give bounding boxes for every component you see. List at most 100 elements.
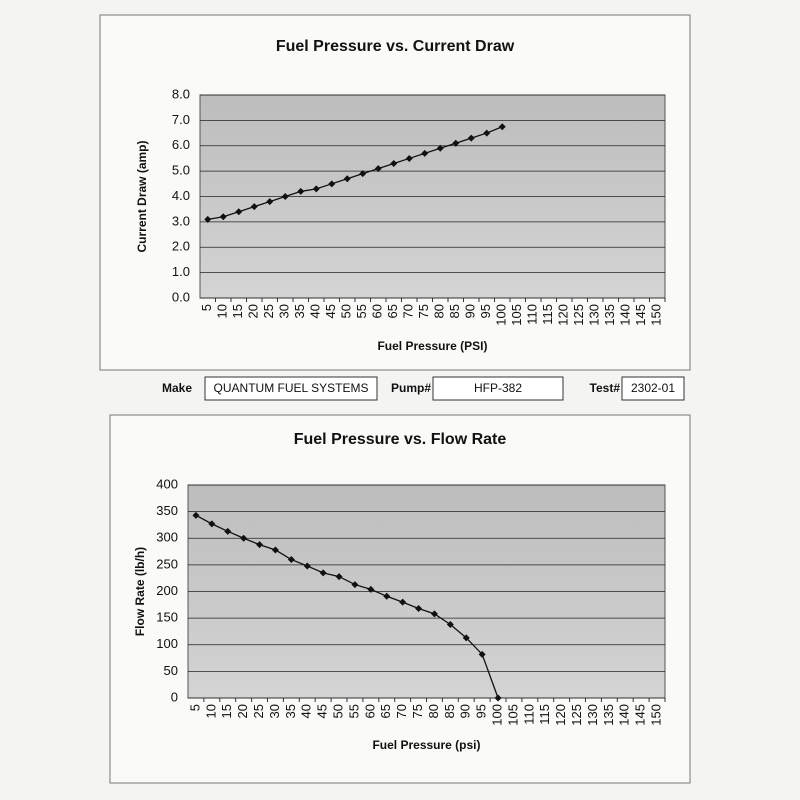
y-tick-label: 150 [156, 610, 178, 625]
y-axis-title: Flow Rate (lb/h) [133, 547, 147, 636]
data-point [430, 610, 438, 618]
data-point [374, 165, 382, 173]
x-tick-label: 75 [410, 704, 425, 718]
x-tick-label: 140 [617, 704, 632, 726]
x-tick-label: 65 [378, 704, 393, 718]
pump-value: HFP-382 [474, 381, 522, 395]
x-axis-title: Fuel Pressure (PSI) [377, 339, 487, 353]
data-point [343, 175, 351, 183]
x-tick-label: 60 [362, 704, 377, 718]
data-point [436, 144, 444, 152]
make-label: Make [162, 381, 192, 395]
x-tick-label: 145 [633, 704, 648, 726]
x-tick-label: 70 [401, 304, 416, 318]
x-tick-label: 95 [474, 704, 489, 718]
y-tick-label: 250 [156, 556, 178, 571]
x-tick-label: 30 [267, 704, 282, 718]
x-tick-label: 25 [261, 304, 276, 318]
data-point [250, 203, 258, 211]
x-tick-label: 140 [618, 304, 633, 326]
y-tick-label: 50 [164, 663, 178, 678]
x-tick-label: 125 [571, 304, 586, 326]
data-point [219, 213, 227, 221]
x-tick-label: 110 [521, 704, 536, 725]
y-tick-label: 5.0 [172, 163, 190, 178]
y-tick-label: 300 [156, 530, 178, 545]
data-point [351, 581, 359, 589]
x-tick-label: 20 [235, 704, 250, 718]
y-tick-label: 8.0 [172, 86, 190, 101]
data-point [421, 149, 429, 157]
x-tick-label: 45 [315, 704, 330, 718]
data-point [287, 556, 295, 564]
x-tick-label: 80 [432, 304, 447, 318]
y-tick-label: 7.0 [172, 112, 190, 127]
chart-title: Fuel Pressure vs. Flow Rate [294, 431, 507, 448]
y-axis-title: Current Draw (amp) [135, 140, 149, 252]
data-point [498, 123, 506, 131]
x-tick-label: 90 [463, 304, 478, 318]
data-point [240, 534, 248, 542]
x-tick-label: 150 [649, 304, 664, 326]
x-tick-label: 115 [540, 304, 555, 325]
data-point [266, 198, 274, 206]
x-axis-title: Fuel Pressure (psi) [372, 738, 480, 752]
x-tick-label: 145 [633, 304, 648, 326]
data-point [235, 208, 243, 216]
data-point [494, 694, 502, 702]
x-tick-label: 120 [556, 304, 571, 326]
x-tick-label: 90 [458, 704, 473, 718]
x-tick-label: 35 [292, 304, 307, 318]
data-point [328, 180, 336, 188]
data-line [195, 514, 499, 699]
x-tick-label: 50 [330, 704, 345, 718]
data-point [452, 139, 460, 147]
y-tick-label: 3.0 [172, 213, 190, 228]
x-tick-label: 100 [489, 704, 504, 726]
data-point [224, 527, 232, 535]
x-tick-label: 130 [587, 304, 602, 326]
x-tick-label: 95 [478, 304, 493, 318]
x-tick-label: 105 [509, 304, 524, 326]
chart-title: Fuel Pressure vs. Current Draw [276, 38, 515, 55]
make-box [204, 376, 378, 401]
data-point [446, 621, 454, 629]
x-tick-label: 55 [346, 704, 361, 718]
x-tick-label: 30 [277, 304, 292, 318]
x-tick-label: 5 [199, 304, 214, 311]
x-tick-label: 10 [203, 704, 218, 718]
y-tick-label: 1.0 [172, 264, 190, 279]
x-tick-label: 25 [251, 704, 266, 718]
data-point [462, 634, 470, 642]
data-point [192, 511, 200, 519]
x-tick-label: 5 [187, 704, 202, 711]
data-point [383, 592, 391, 600]
make-value: QUANTUM FUEL SYSTEMS [214, 381, 369, 395]
data-point [297, 187, 305, 195]
x-tick-label: 135 [602, 304, 617, 326]
y-tick-label: 400 [156, 476, 178, 491]
data-point [405, 154, 413, 162]
data-point [319, 569, 327, 577]
y-tick-label: 4.0 [172, 188, 190, 203]
x-tick-label: 10 [215, 304, 230, 318]
test-box [621, 376, 685, 401]
x-tick-label: 15 [219, 704, 234, 718]
x-tick-label: 50 [339, 304, 354, 318]
data-point [208, 520, 216, 528]
x-tick-label: 125 [569, 704, 584, 726]
y-tick-label: 100 [156, 636, 178, 651]
data-point [335, 573, 343, 581]
x-tick-label: 35 [283, 704, 298, 718]
data-point [359, 170, 367, 178]
data-point [303, 562, 311, 570]
data-point [367, 585, 375, 593]
x-tick-label: 60 [370, 304, 385, 318]
data-point [483, 129, 491, 137]
x-tick-label: 40 [308, 304, 323, 318]
x-tick-label: 120 [553, 704, 568, 726]
y-tick-label: 350 [156, 503, 178, 518]
x-tick-label: 85 [447, 304, 462, 318]
data-point [399, 598, 407, 606]
